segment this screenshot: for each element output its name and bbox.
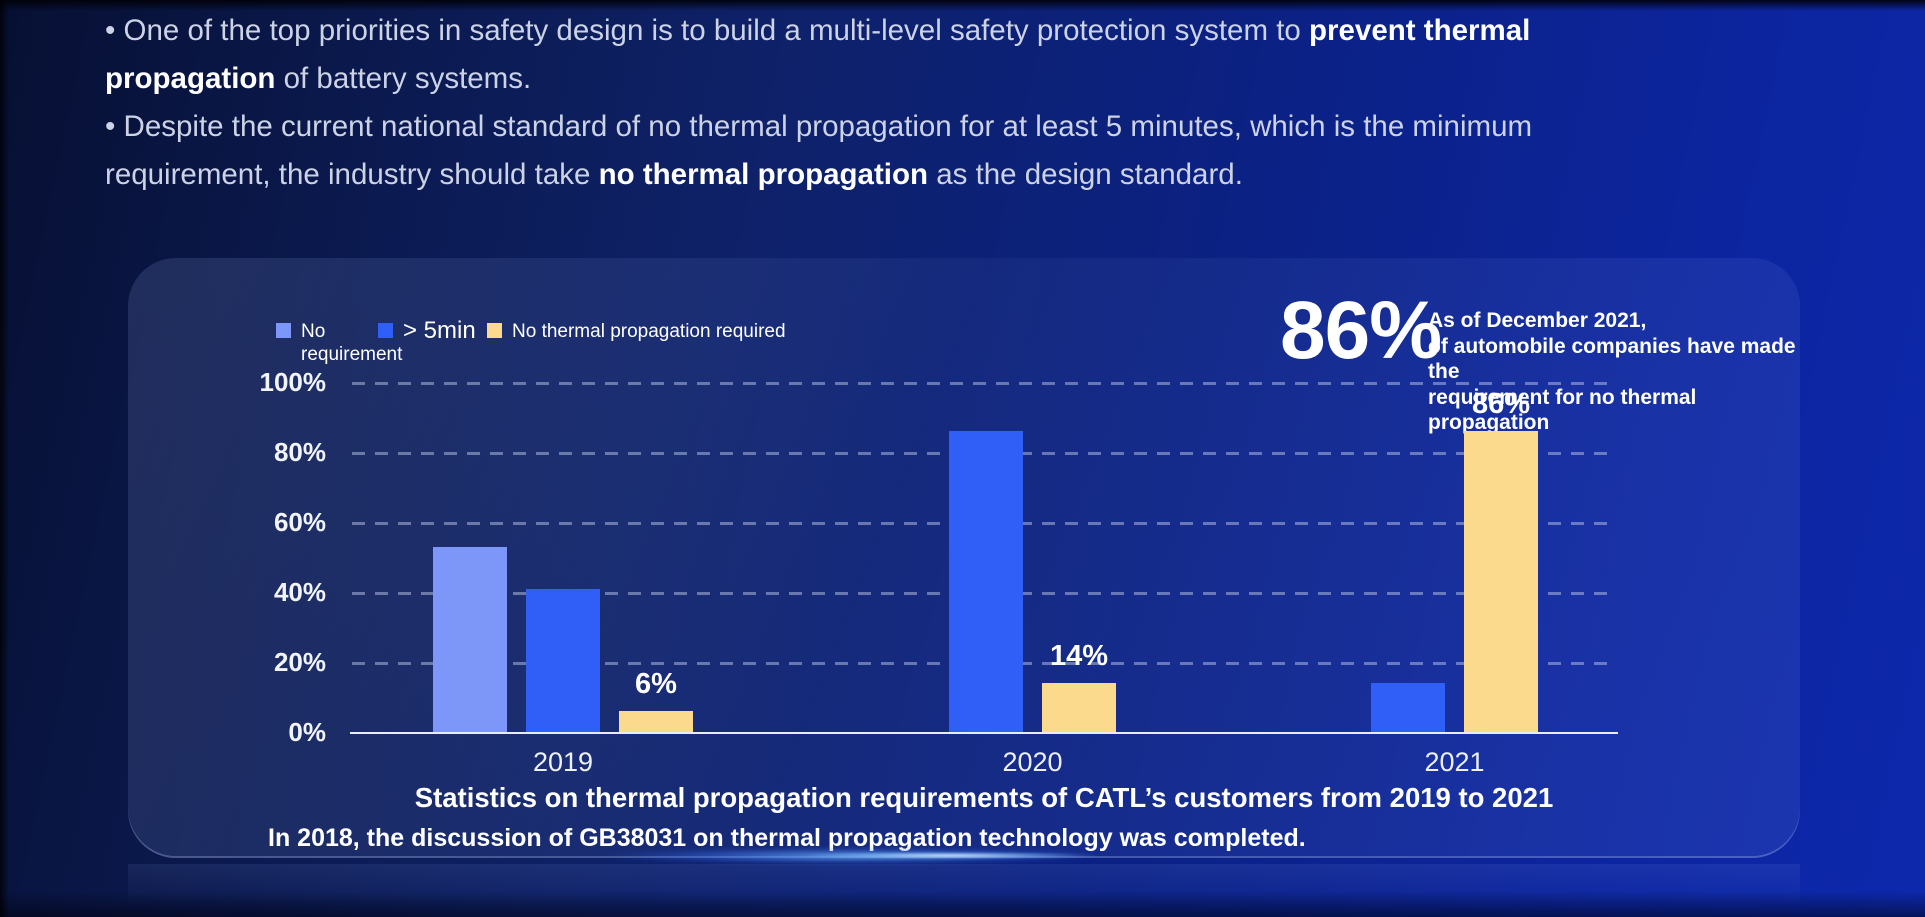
bar-chart-plot: 100% 80% 60% 40% 20% 0% 6% 2019 14% 2020 86% 2021 — [260, 367, 1618, 777]
chart-title: Statistics on thermal propagation requir… — [414, 782, 1554, 813]
bar-value-label-2020: 14% — [1049, 640, 1109, 672]
intro-bullets: • One of the top priorities in safety de… — [105, 7, 1685, 199]
x-axis-line — [350, 732, 1618, 734]
legend-label: > 5min — [403, 317, 476, 344]
legend-item-no-requirement: No requirement — [276, 320, 402, 366]
y-axis-label-40: 40% — [273, 577, 326, 607]
stat-description-line: of automobile companies have made the — [1428, 334, 1796, 384]
legend-swatch-icon — [487, 323, 502, 338]
chart-card: No requirement > 5min No thermal propagati… — [128, 258, 1800, 858]
legend-label: No thermal propagation required — [512, 321, 786, 342]
legend-swatch-icon — [378, 323, 393, 338]
stat-value: 86% — [1280, 285, 1442, 376]
y-axis-label-20: 20% — [273, 647, 326, 677]
x-axis-label-2020: 2020 — [1002, 747, 1063, 777]
bar-2019-no-requirement — [433, 546, 507, 732]
bar-2019-5min — [526, 588, 600, 732]
legend-swatch-icon — [276, 323, 291, 338]
y-axis-label-80: 80% — [273, 437, 326, 467]
legend-item-5min: > 5min — [378, 317, 487, 344]
y-axis-label-0: 0% — [288, 717, 326, 747]
x-axis-label-2021: 2021 — [1424, 747, 1485, 777]
chart-legend: No requirement > 5min No thermal propagati… — [276, 317, 786, 366]
bar-2021-5min — [1371, 683, 1445, 732]
bar-2020-no-thermal-propagation-required — [1042, 683, 1116, 732]
bar-2019-no-thermal-propagation-required — [619, 711, 693, 732]
bar-2021-no-thermal-propagation-required — [1464, 431, 1538, 732]
card-reflection — [128, 864, 1800, 917]
bottom-glow-core — [800, 852, 1100, 859]
y-axis-label-60: 60% — [273, 507, 326, 537]
y-axis-label-100: 100% — [259, 367, 327, 397]
bar-value-label-2021: 86% — [1471, 388, 1531, 420]
bullet-line: • One of the top priorities in safety de… — [105, 14, 1531, 95]
stat-description-line: As of December 2021, — [1428, 309, 1647, 332]
x-axis-label-2019: 2019 — [532, 747, 594, 777]
bar-2020-5min — [949, 431, 1023, 732]
bullet-line: • Despite the current national standard … — [105, 110, 1533, 191]
gridline-100 — [352, 382, 1616, 385]
legend-item-no-thermal-propagation-required: No thermal propagation required — [487, 320, 786, 343]
bar-value-label-2019: 6% — [635, 668, 677, 700]
